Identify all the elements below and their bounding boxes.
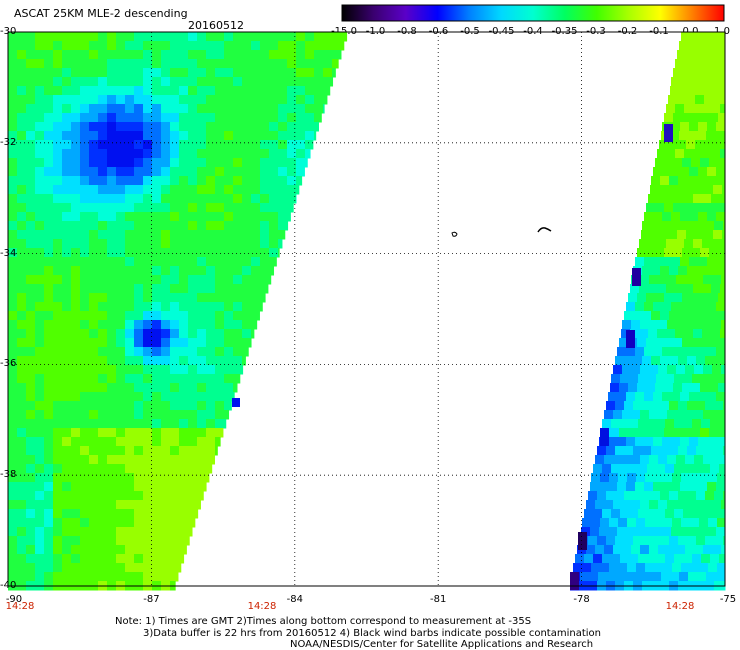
wind-barbs <box>451 227 552 237</box>
left-swath <box>8 32 348 591</box>
color-scale-bar <box>341 4 725 22</box>
note-line-2: 3)Data buffer is 22 hrs from 20160512 4)… <box>143 628 601 639</box>
latitude-tick-label: -38 <box>0 469 17 481</box>
color-scale-gradient <box>341 4 725 22</box>
swath-time-label: 14:28 <box>665 601 695 612</box>
map-title: ASCAT 25KM MLE-2 descending <box>14 7 188 20</box>
longitude-tick-label: -78 <box>573 594 590 605</box>
right-swath <box>570 32 726 591</box>
latitude-tick-label: -40 <box>0 580 17 591</box>
longitude-tick-label: -90 <box>5 594 23 605</box>
longitude-tick-label: -87 <box>143 594 160 605</box>
map-date: 20160512 <box>188 19 244 32</box>
wind-barb <box>451 231 458 237</box>
longitude-tick-label: -84 <box>286 594 303 605</box>
swath-time-label: 14:28 <box>247 601 277 612</box>
latitude-tick-label: -32 <box>0 136 17 148</box>
lat-lon-grid <box>8 32 725 586</box>
note-line-3: NOAA/NESDIS/Center for Satellite Applica… <box>290 639 594 650</box>
longitude-tick-label: -81 <box>430 594 447 605</box>
swath-time-label: 14:28 <box>5 601 35 612</box>
latitude-tick-label: -30 <box>0 26 17 37</box>
note-line-1: Note: 1) Times are GMT 2)Times along bot… <box>115 616 532 627</box>
latitude-tick-label: -34 <box>0 247 17 259</box>
longitude-tick-label: -75 <box>719 594 737 605</box>
map-frame <box>7 31 726 587</box>
latitude-tick-label: -36 <box>0 358 17 370</box>
wind-barb <box>537 227 552 233</box>
